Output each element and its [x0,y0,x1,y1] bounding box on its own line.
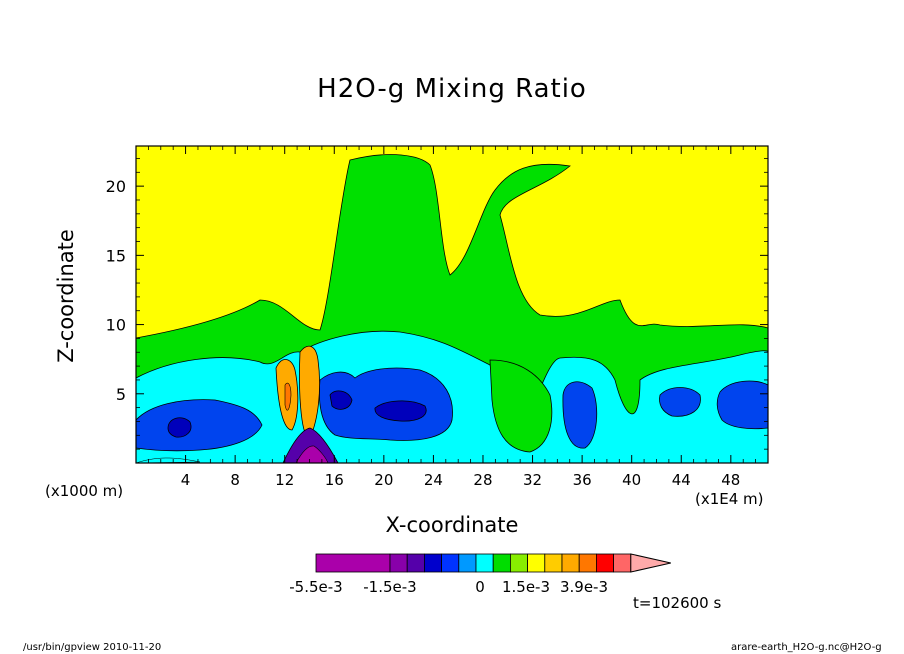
colorbar-swatch [389,553,408,573]
y-tick-label: 20 [106,177,126,196]
colorbar-swatch [423,553,442,573]
colorbar-swatch [441,553,460,573]
time-label: t=102600 s [633,594,722,612]
colorbar-swatch [406,553,425,573]
x-scale-label: (x1E4 m) [695,490,764,508]
colorbar: -5.5e-3 -1.5e-3 0 1.5e-3 3.9e-3 [289,553,671,596]
y-tick-label: 15 [106,246,126,265]
x-tick-label: 12 [275,471,294,489]
colorbar-swatch [458,553,477,573]
contour-magenta-core [295,445,329,463]
x-tick-label: 32 [523,471,542,489]
contour-green-gap [489,359,553,453]
x-tick-label: 16 [325,471,344,489]
x-unit-label: (x1000 m) [45,482,124,500]
contour-blue-region-right2 [659,387,701,417]
contour-blue-region-right3 [716,380,768,430]
colorbar-swatch [509,553,528,573]
chart-title: H2O-g Mixing Ratio [317,74,587,104]
colorbar-tick-label: 3.9e-3 [560,578,608,596]
x-axis-ticks: 4 8 12 16 20 24 28 32 36 40 44 48 [147,146,757,489]
colorbar-swatch [492,553,511,573]
y-tick-label: 5 [116,385,126,404]
colorbar-swatch [613,553,632,573]
contour-purple-core [282,427,339,463]
colorbar-swatch [596,553,615,573]
colorbar-swatch [527,553,546,573]
y-tick-label: 10 [106,316,126,335]
contour-field [136,146,768,463]
x-tick-label: 24 [424,471,443,489]
colorbar-swatch [561,553,580,573]
colorbar-tick-label: 1.5e-3 [502,578,550,596]
x-tick-label: 8 [230,471,240,489]
footer-left: /usr/bin/gpview 2010-11-20 [23,642,162,653]
contour-darkblue-core-2 [329,390,353,410]
plot-frame [135,145,769,464]
x-axis-label: X-coordinate [385,513,519,537]
contour-convective-red [284,382,292,411]
contour-blue-region-left [136,399,263,452]
contour-darkblue-core-3 [374,400,427,422]
colorbar-tick-label: -1.5e-3 [363,578,416,596]
colorbar-swatch [578,553,597,573]
colorbar-tick-label: -5.5e-3 [289,578,342,596]
footer-right: arare-earth_H2O-g.nc@H2O-g [731,642,882,653]
contour-cyan-bottom-strip [136,457,201,463]
colorbar-extend-arrow [630,553,671,573]
colorbar-swatch [544,553,563,573]
colorbar-tick-label: 0 [475,578,485,596]
x-tick-label: 36 [573,471,592,489]
contour-blue-region-right1 [562,381,598,449]
contour-darkblue-core-1 [167,417,192,438]
colorbar-swatch [315,553,391,573]
x-tick-label: 44 [672,471,691,489]
x-tick-label: 28 [473,471,492,489]
x-tick-label: 4 [181,471,191,489]
contour-convective-plume-2 [299,345,320,439]
colorbar-swatch [475,553,494,573]
x-tick-label: 40 [622,471,641,489]
x-tick-label: 20 [374,471,393,489]
x-tick-label: 48 [721,471,740,489]
y-axis-ticks: 5 10 15 20 [106,158,768,450]
